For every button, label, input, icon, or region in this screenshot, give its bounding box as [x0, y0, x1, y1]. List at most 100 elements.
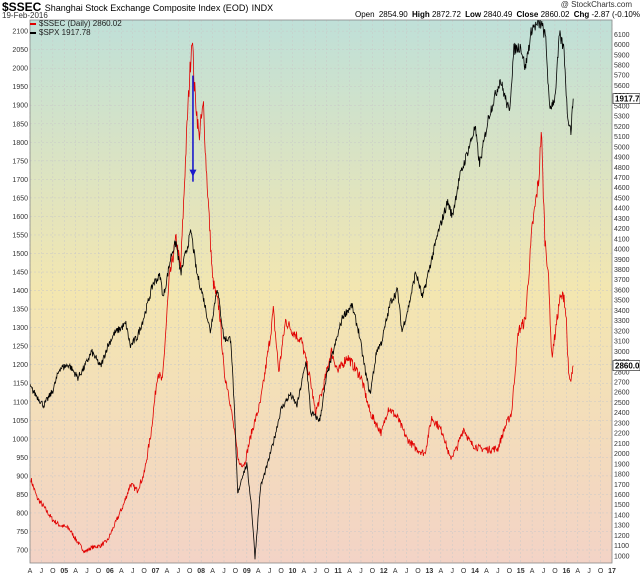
x-tick-label: O — [461, 568, 467, 575]
annotation-arrow-head — [189, 169, 197, 177]
value-badge-text: 2860.02 — [615, 362, 640, 371]
left-tick-label: 2000 — [12, 66, 28, 73]
x-tick-label: J — [359, 568, 363, 575]
right-tick-label: 4500 — [614, 195, 630, 202]
x-tick-label: 09 — [243, 568, 251, 575]
right-tick-label: 1100 — [614, 543, 629, 550]
x-tick-label: J — [542, 568, 546, 575]
right-tick-label: 5100 — [614, 134, 630, 141]
right-tick-label: 2600 — [614, 390, 630, 397]
x-tick-label: A — [73, 568, 78, 575]
chg-label: Chg — [573, 10, 590, 19]
right-tick-label: 3300 — [614, 318, 630, 325]
legend-swatch-spx — [30, 31, 36, 34]
x-tick-label: 10 — [289, 568, 297, 575]
value-badge-left: 1917.78 — [612, 93, 640, 105]
left-tick-label: 1600 — [12, 214, 28, 221]
right-tick-label: 4800 — [614, 165, 630, 172]
left-tick-label: 1650 — [12, 195, 28, 202]
right-tick-label: 5000 — [614, 144, 630, 151]
legend-label-ssec: $SSEC (Daily) 2860.02 — [39, 19, 122, 28]
left-tick-label: 1500 — [12, 251, 28, 258]
left-tick-label: 1250 — [12, 344, 28, 351]
value-badge-text: 1917.78 — [615, 95, 640, 104]
right-tick-label: 5400 — [614, 103, 630, 110]
close-value: 2860.02 — [540, 10, 570, 19]
x-tick-label: J — [131, 568, 135, 575]
low-value: 2840.49 — [483, 10, 513, 19]
right-tick-label: 2500 — [614, 400, 630, 407]
left-tick-label: 2050 — [12, 47, 28, 54]
close-label: Close — [516, 10, 539, 19]
x-tick-label: J — [268, 568, 272, 575]
x-tick-label: 06 — [106, 568, 114, 575]
left-tick-label: 1300 — [12, 325, 28, 332]
right-tick-label: 1400 — [614, 512, 630, 519]
x-tick-label: A — [438, 568, 443, 575]
left-tick-label: 1800 — [12, 140, 28, 147]
right-tick-label: 6100 — [614, 32, 630, 39]
plot-frame — [29, 19, 613, 564]
right-tick-label: 1900 — [614, 461, 630, 468]
plot-background — [30, 20, 612, 563]
left-tick-label: 1050 — [12, 418, 28, 425]
x-tick-label: J — [40, 568, 44, 575]
right-tick-label: 3200 — [614, 328, 630, 335]
left-tick-label: 1950 — [12, 84, 28, 91]
left-tick-label: 850 — [16, 492, 28, 499]
symbol: $SSEC — [2, 0, 42, 14]
legend-item-ssec: $SSEC (Daily) 2860.02 — [30, 19, 122, 28]
x-tick-label: J — [450, 568, 454, 575]
right-tick-label: 5700 — [614, 73, 630, 80]
open-label: Open — [355, 10, 375, 19]
right-tick-label: 3500 — [614, 298, 630, 305]
x-tick-label: O — [370, 568, 376, 575]
right-tick-label: 3000 — [614, 349, 630, 356]
x-tick-label: J — [587, 568, 591, 575]
x-tick-label: A — [575, 568, 580, 575]
value-badge-box — [612, 93, 640, 105]
right-tick-label: 2700 — [614, 380, 630, 387]
x-tick-label: J — [85, 568, 89, 575]
right-tick-label: 2000 — [614, 451, 630, 458]
left-tick-label: 1750 — [12, 158, 28, 165]
left-tick-label: 800 — [16, 510, 28, 517]
x-tick-label: 15 — [517, 568, 525, 575]
left-tick-label: 1100 — [13, 399, 28, 406]
left-tick-label: 2100 — [12, 29, 28, 36]
right-tick-label: 4000 — [614, 247, 630, 254]
right-tick-label: 5200 — [614, 124, 630, 131]
high-value: 2872.72 — [431, 10, 461, 19]
value-badge-right: 2860.02 — [612, 360, 640, 371]
left-tick-label: 1550 — [12, 232, 28, 239]
right-tick-label: 6000 — [614, 42, 630, 49]
x-tick-label: J — [222, 568, 226, 575]
series-line-spx — [30, 20, 574, 560]
right-tick-label: 2400 — [614, 410, 630, 417]
x-tick-label: J — [314, 568, 318, 575]
right-tick-label: 1200 — [614, 533, 630, 540]
left-tick-label: 1400 — [12, 288, 28, 295]
x-tick-label: 16 — [562, 568, 570, 575]
left-tick-label: 1850 — [12, 121, 28, 128]
x-tick-label: O — [415, 568, 421, 575]
right-tick-label: 1800 — [614, 472, 630, 479]
x-tick-label: O — [278, 568, 284, 575]
right-tick-label: 4100 — [614, 236, 630, 243]
x-tick-label: O — [507, 568, 513, 575]
x-tick-label: 07 — [152, 568, 160, 575]
x-tick-label: 12 — [380, 568, 388, 575]
x-tick-label: O — [141, 568, 147, 575]
chart-date: 19-Feb-2016 — [2, 11, 48, 20]
x-tick-label: O — [552, 568, 558, 575]
x-tick-label: O — [50, 568, 56, 575]
brand-label: @ StockCharts.com — [560, 0, 632, 9]
x-tick-label: 13 — [426, 568, 434, 575]
x-tick-label: O — [598, 568, 604, 575]
x-tick-label: 08 — [197, 568, 205, 575]
right-tick-label: 3600 — [614, 287, 630, 294]
x-tick-label: A — [28, 568, 33, 575]
right-tick-label: 5300 — [614, 114, 630, 121]
x-tick-label: A — [165, 568, 170, 575]
